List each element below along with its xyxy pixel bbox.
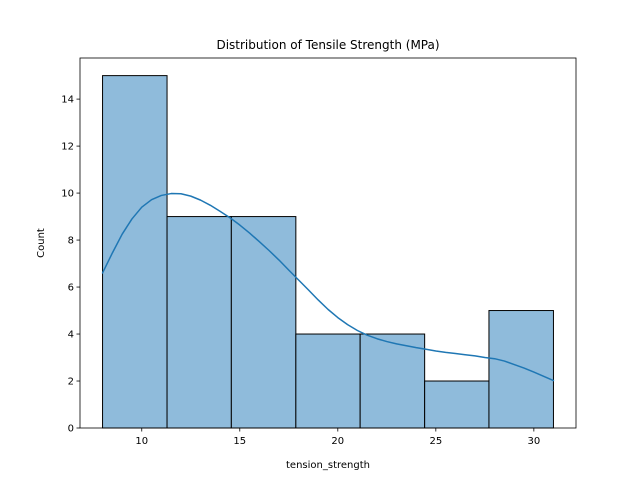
x-tick-label: 10 [135, 436, 148, 447]
histogram-bar-5 [359, 333, 426, 429]
x-tick-label: 20 [331, 436, 344, 447]
y-axis-label: Count [36, 228, 47, 258]
y-tick-label: 2 [68, 377, 74, 388]
histogram-bar-7 [488, 310, 554, 429]
plot-frame [79, 57, 577, 429]
x-tick-label: 30 [527, 436, 540, 447]
kde-line [101, 192, 555, 382]
y-tick-label: 4 [68, 330, 74, 341]
y-tick-label: 8 [68, 236, 74, 247]
x-axis: 10 15 20 25 30 [135, 428, 540, 447]
chart-title: Distribution of Tensile Strength (MPa) [216, 38, 439, 52]
x-tick-label: 15 [233, 436, 246, 447]
y-tick-label: 0 [68, 424, 74, 435]
bars-layer [102, 75, 554, 429]
histogram-bar-3 [230, 216, 297, 429]
histogram-bar-6 [424, 380, 490, 429]
y-tick-label: 6 [68, 283, 74, 294]
y-axis: 0 2 4 6 8 10 12 14 [61, 95, 80, 435]
y-tick-label: 14 [61, 95, 74, 106]
y-tick-label: 10 [61, 189, 74, 200]
histogram-bar-4 [295, 333, 361, 429]
kde-layer [101, 192, 555, 382]
histogram-bar-2 [166, 216, 232, 429]
x-axis-label: tension_strength [286, 460, 370, 471]
x-tick-label: 25 [429, 436, 442, 447]
y-tick-label: 12 [61, 142, 74, 153]
